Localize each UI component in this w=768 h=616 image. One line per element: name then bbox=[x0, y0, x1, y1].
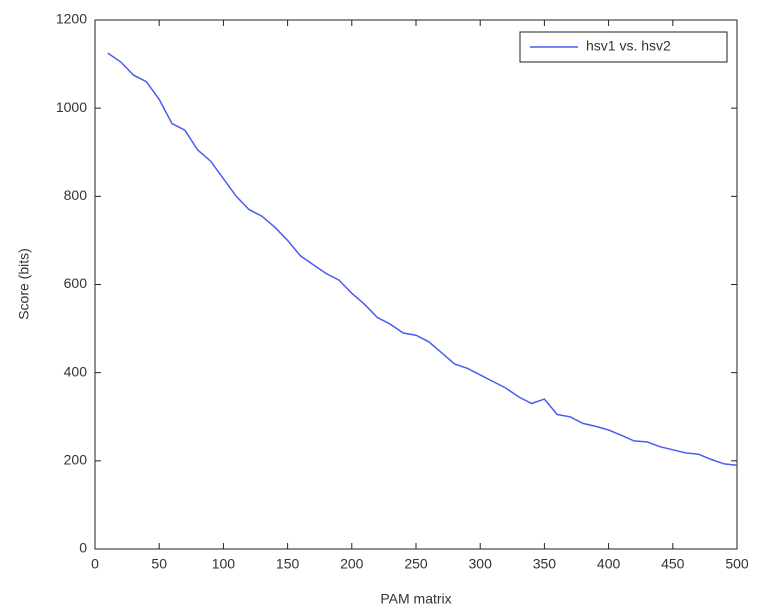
y-tick-label: 1200 bbox=[56, 11, 87, 27]
plot-area bbox=[94, 19, 738, 550]
y-tick-label: 200 bbox=[64, 452, 88, 468]
y-tick-label: 1000 bbox=[56, 99, 87, 115]
data-line bbox=[107, 52, 738, 466]
x-axis-label: PAM matrix bbox=[380, 591, 451, 607]
x-tick-label: 200 bbox=[340, 556, 364, 572]
x-tick-label: 300 bbox=[469, 556, 493, 572]
y-tick-label: 800 bbox=[64, 187, 88, 203]
legend-label: hsv1 vs. hsv2 bbox=[586, 38, 671, 54]
x-tick-label: 150 bbox=[276, 556, 300, 572]
x-tick-label: 400 bbox=[597, 556, 621, 572]
y-axis-label: Score (bits) bbox=[16, 248, 32, 320]
y-tick-label: 400 bbox=[64, 363, 88, 379]
x-tick-label: 450 bbox=[661, 556, 685, 572]
x-tick-label: 50 bbox=[151, 556, 167, 572]
x-tick-label: 0 bbox=[91, 556, 99, 572]
y-tick-label: 0 bbox=[79, 540, 87, 556]
x-tick-label: 350 bbox=[533, 556, 557, 572]
x-tick-label: 250 bbox=[404, 556, 428, 572]
x-tick-label: 500 bbox=[725, 556, 749, 572]
y-tick-label: 600 bbox=[64, 275, 88, 291]
x-tick-label: 100 bbox=[212, 556, 236, 572]
